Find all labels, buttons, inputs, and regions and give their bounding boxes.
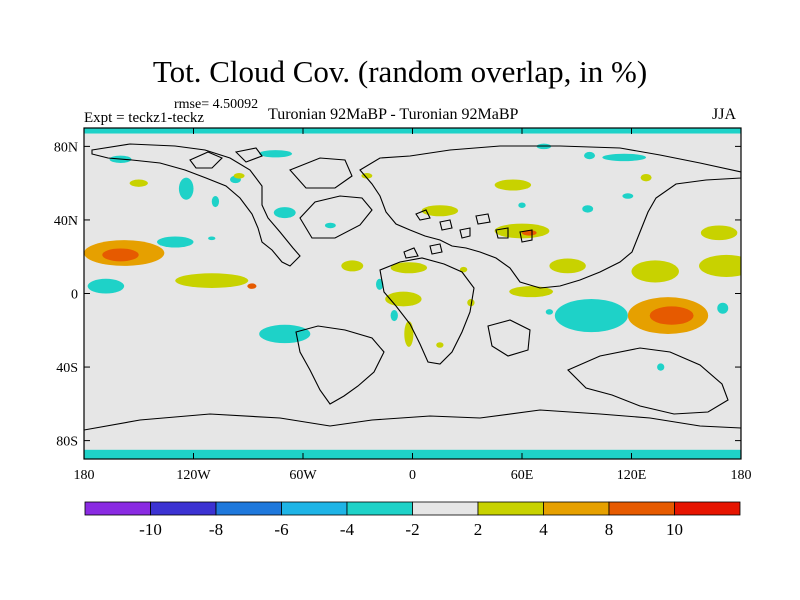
anomaly-patch: [700, 225, 738, 241]
coastline-greenland: [289, 157, 353, 189]
colorbar-box: [543, 501, 610, 516]
anomaly-patch: [699, 254, 741, 277]
x-axis: 180 120W 60W 0 60E 120E 180: [74, 128, 752, 483]
coastline-south-america: [295, 325, 385, 405]
colorbar-label: 10: [666, 520, 683, 539]
anomaly-patch: [649, 306, 694, 325]
coastline-eurasia: [359, 145, 741, 289]
anomaly-patch: [87, 278, 125, 294]
anomaly-patch: [385, 291, 422, 307]
experiment-label: Expt = teckz1-teckz: [84, 110, 205, 126]
colorbar-box: [215, 501, 282, 516]
colorbar-label: -10: [139, 520, 162, 539]
anomaly-patch: [178, 177, 194, 200]
chart-title: Tot. Cloud Cov. (random overlap, in %): [152, 54, 648, 89]
anomaly-patch: [549, 258, 586, 274]
y-tick-label: 80N: [54, 140, 78, 155]
colorbar-label: 8: [605, 520, 614, 539]
y-tick-label: 80S: [56, 435, 78, 450]
coastline-india-madagascar: [487, 319, 531, 357]
colorbar-box: [674, 501, 741, 516]
anomaly-patch: [582, 205, 594, 213]
y-axis: 80N 40N 0 40S 80S: [54, 140, 741, 450]
colorbar-label: -2: [405, 520, 419, 539]
x-tick-label: 180: [731, 468, 752, 483]
colorbar-label: -6: [274, 520, 288, 539]
x-tick-label: 120W: [176, 468, 211, 483]
anomaly-patch: [459, 266, 468, 273]
colorbar-label: 4: [539, 520, 548, 539]
anomaly-patch: [259, 150, 293, 158]
coastline-antarctica: [84, 409, 741, 459]
anomaly-patch: [640, 173, 652, 182]
anomaly-patch: [518, 202, 526, 208]
period-label: Turonian 92MaBP - Turonian 92MaBP: [268, 106, 519, 123]
anomaly-patch: [211, 196, 220, 208]
anomaly-patch: [584, 151, 596, 160]
anomaly-patch: [376, 278, 384, 290]
anomaly-patch: [208, 236, 216, 241]
x-tick-label: 180: [74, 468, 95, 483]
coastline-australia: [567, 347, 729, 415]
anomaly-patch: [273, 207, 296, 219]
colorbar-label: -4: [340, 520, 355, 539]
y-tick-label: 40S: [56, 361, 78, 376]
colorbar-label: 2: [474, 520, 483, 539]
x-tick-label: 60E: [511, 468, 534, 483]
anomaly-patch: [404, 321, 414, 347]
colorbar-box: [608, 501, 675, 516]
coastline-arctic-islands: [189, 147, 263, 169]
anomaly-patch: [341, 260, 364, 272]
coastline-tethys-islands: [403, 209, 533, 259]
anomaly-patch: [657, 363, 665, 371]
season-label: JJA: [712, 106, 737, 123]
anomaly-patch: [390, 310, 398, 322]
colorbar-box: [477, 501, 544, 516]
y-tick-label: 40N: [54, 214, 78, 229]
anomaly-patch: [102, 248, 139, 262]
anomaly-patch: [324, 222, 336, 229]
anomaly-patch: [494, 223, 550, 239]
x-tick-label: 120E: [617, 468, 647, 483]
anomaly-patch: [390, 262, 428, 274]
anomaly-patch: [509, 286, 554, 298]
coastline-africa: [379, 257, 475, 365]
coastline-appalachia: [299, 195, 373, 239]
anomaly-patch: [554, 299, 628, 333]
anomaly-patch: [622, 193, 634, 199]
anomaly-patch: [157, 236, 194, 248]
x-tick-label: 0: [409, 468, 416, 483]
anomaly-patch: [631, 260, 679, 283]
anomaly-patch: [175, 273, 249, 288]
coastline-north-america: [91, 143, 301, 267]
colorbar-box: [346, 501, 413, 516]
anomaly-patch: [717, 302, 729, 314]
paleo-coastlines: [84, 143, 741, 459]
anomaly-patch: [129, 179, 148, 187]
anomaly-patch: [259, 324, 311, 344]
colorbar-box: [412, 501, 479, 516]
y-tick-label: 0: [71, 288, 78, 303]
anomaly-patch: [467, 299, 475, 307]
anomaly-patch: [247, 283, 257, 289]
colorbar-box: [150, 501, 217, 516]
anomaly-patch: [421, 205, 459, 217]
anomaly-patch: [602, 153, 647, 162]
anomaly-patch: [233, 173, 245, 179]
colorbar: -10 -8 -6 -4 -2 2 4 8 10: [84, 501, 741, 539]
colorbar-box: [281, 501, 348, 516]
anomaly-patch: [436, 342, 444, 348]
colorbar-box: [84, 501, 151, 516]
anomaly-patch: [494, 179, 532, 191]
rmse-label: rmse= 4.50092: [174, 97, 259, 112]
colorbar-label: -8: [209, 520, 223, 539]
x-tick-label: 60W: [289, 468, 317, 483]
anomaly-patch: [545, 309, 554, 315]
